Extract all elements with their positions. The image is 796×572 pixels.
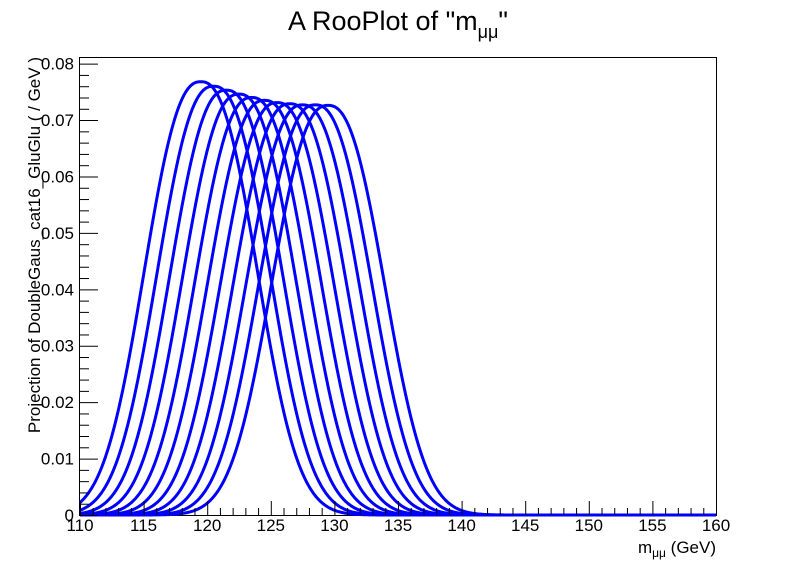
- x-axis-label-unit: (GeV): [666, 538, 716, 557]
- y-axis-label: Projection of DoubleGaus_cat16_GluGlu ( …: [25, 57, 44, 433]
- y-tick-label: 0.04: [41, 280, 74, 299]
- series-line-11: [79, 103, 717, 517]
- y-tick-label: 0.06: [41, 167, 74, 186]
- chart-title-end: ": [498, 6, 508, 36]
- x-tick-label: 120: [193, 516, 221, 535]
- x-tick-labels: 110 115 120 125 130 135 140 145 150 155 160: [66, 516, 730, 535]
- y-tick-label: 0.01: [41, 450, 74, 469]
- y-tick-label: 0.05: [41, 224, 74, 243]
- y-tick-label: 0.07: [41, 111, 74, 130]
- y-tick-label: 0.08: [41, 55, 74, 74]
- x-axis-label: mμμ (GeV): [638, 538, 716, 560]
- x-tick-label: 145: [511, 516, 539, 535]
- chart-title: A RooPlot of "mμμ": [288, 6, 508, 42]
- x-tick-label: 110: [66, 516, 93, 535]
- y-tick-label: 0.03: [41, 337, 74, 356]
- x-tick-label: 160: [702, 516, 730, 535]
- x-tick-label: 135: [384, 516, 412, 535]
- chart-title-subscript: μμ: [478, 22, 499, 42]
- x-tick-label: 125: [257, 516, 285, 535]
- x-tick-label: 150: [575, 516, 603, 535]
- x-axis-label-subscript: μμ: [652, 546, 666, 560]
- x-tick-label: 155: [638, 516, 666, 535]
- x-tick-label: 140: [447, 516, 475, 535]
- axis-ticks: [80, 63, 717, 516]
- y-tick-label: 0.02: [41, 393, 74, 412]
- x-tick-label: 115: [130, 516, 157, 535]
- y-tick-label: 0: [65, 506, 74, 525]
- x-tick-label: 130: [320, 516, 348, 535]
- y-tick-labels: 0 0.01 0.02 0.03 0.04 0.05 0.06 0.07 0.08: [41, 55, 74, 525]
